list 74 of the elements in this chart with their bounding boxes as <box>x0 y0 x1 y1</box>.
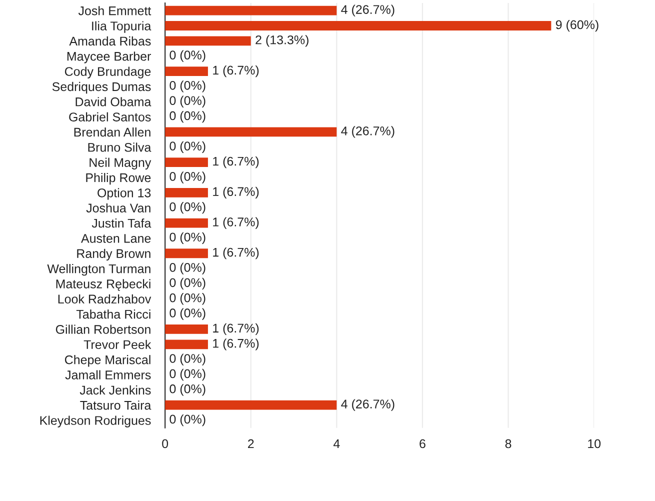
y-tick-label: Randy Brown <box>77 248 150 260</box>
y-tick-label: Neil Magny <box>90 158 152 170</box>
y-tick-label: Chepe Mariscal <box>64 355 150 367</box>
data-label: 0 (0%) <box>170 110 206 123</box>
y-tick-label: Cody Brundage <box>64 66 151 78</box>
data-label: 0 (0%) <box>170 141 206 153</box>
y-tick-label: Gabriel Santos <box>69 112 151 122</box>
y-tick-label: Brendan Allen <box>74 127 150 137</box>
data-label: 0 (0%) <box>170 384 206 396</box>
data-label: 4 (26.7%) <box>341 4 394 16</box>
bar <box>165 248 208 258</box>
data-label: 1 (6.7%) <box>213 156 259 168</box>
y-tick-label: Trevor Peek <box>84 340 152 350</box>
bar <box>165 36 251 46</box>
bar <box>165 66 208 76</box>
bar <box>165 324 208 334</box>
data-label: 1 (6.7%) <box>213 65 259 78</box>
y-tick-label: Tatsuro Taira <box>80 400 152 410</box>
y-tick-label: Look Radzhabov <box>58 294 152 304</box>
y-tick-label: Sedriques Dumas <box>52 82 151 94</box>
data-label: 0 (0%) <box>170 278 206 290</box>
data-label: 1 (6.7%) <box>213 323 259 336</box>
y-tick-label: Mateusz Rębecki <box>56 279 150 291</box>
data-label: 0 (0%) <box>170 96 206 108</box>
x-tick-label: 2 <box>248 439 254 448</box>
data-label: 1 (6.7%) <box>213 248 259 260</box>
y-tick-label: Gillian Robertson <box>56 324 150 334</box>
y-tick-label: Option 13 <box>98 188 151 200</box>
bar <box>165 158 208 168</box>
data-label: 0 (0%) <box>170 414 206 426</box>
y-tick-label: Bruno Silva <box>88 142 152 152</box>
data-label: 0 (0%) <box>170 172 206 184</box>
y-tick-label: Wellington Turman <box>47 264 150 276</box>
data-label: 2 (13.3%) <box>256 35 308 47</box>
x-tick-label: 4 <box>333 439 340 448</box>
bar <box>165 21 552 30</box>
y-tick-label: Ilia Topuria <box>92 21 152 33</box>
x-tick-label: 0 <box>162 439 168 448</box>
bar <box>165 188 208 198</box>
data-label: 0 (0%) <box>170 50 206 62</box>
data-label: 0 (0%) <box>170 262 206 274</box>
data-label: 4 (26.7%) <box>341 126 394 138</box>
y-tick-label: Justin Tafa <box>92 218 152 228</box>
data-label: 0 (0%) <box>170 293 206 305</box>
bar <box>165 400 337 410</box>
y-tick-label: Maycee Barber <box>67 52 151 64</box>
data-label: 0 (0%) <box>170 202 206 214</box>
x-tick-label: 10 <box>588 439 601 448</box>
y-tick-label: Jack Jenkins <box>80 385 151 395</box>
data-label: 0 (0%) <box>170 368 206 381</box>
data-label: 4 (26.7%) <box>341 399 394 411</box>
data-label: 0 (0%) <box>170 354 206 366</box>
data-label: 1 (6.7%) <box>213 338 259 350</box>
bar <box>165 127 337 137</box>
y-tick-label: David Obama <box>76 97 152 106</box>
bar <box>165 340 208 350</box>
y-tick-label: Jamall Emmers <box>65 370 151 380</box>
y-tick-label: Amanda Ribas <box>69 36 151 46</box>
data-label: 0 (0%) <box>170 308 206 320</box>
data-label: 1 (6.7%) <box>213 217 259 229</box>
data-label: 0 (0%) <box>170 232 206 244</box>
y-tick-label: Philip Rowe <box>86 172 151 185</box>
bar <box>165 6 337 16</box>
y-tick-label: Joshua Van <box>86 203 150 212</box>
bar <box>165 218 208 228</box>
y-tick-label: Josh Emmett <box>78 6 152 16</box>
data-label: 9 (60%) <box>556 20 598 32</box>
y-tick-label: Austen Lane <box>81 234 151 243</box>
y-tick-label: Kleydson Rodrigues <box>40 416 151 428</box>
y-tick-label: Tabatha Ricci <box>76 310 150 319</box>
data-label: 0 (0%) <box>170 80 206 92</box>
data-label: 1 (6.7%) <box>213 186 259 198</box>
x-tick-label: 8 <box>505 439 512 448</box>
x-tick-label: 6 <box>420 439 426 448</box>
